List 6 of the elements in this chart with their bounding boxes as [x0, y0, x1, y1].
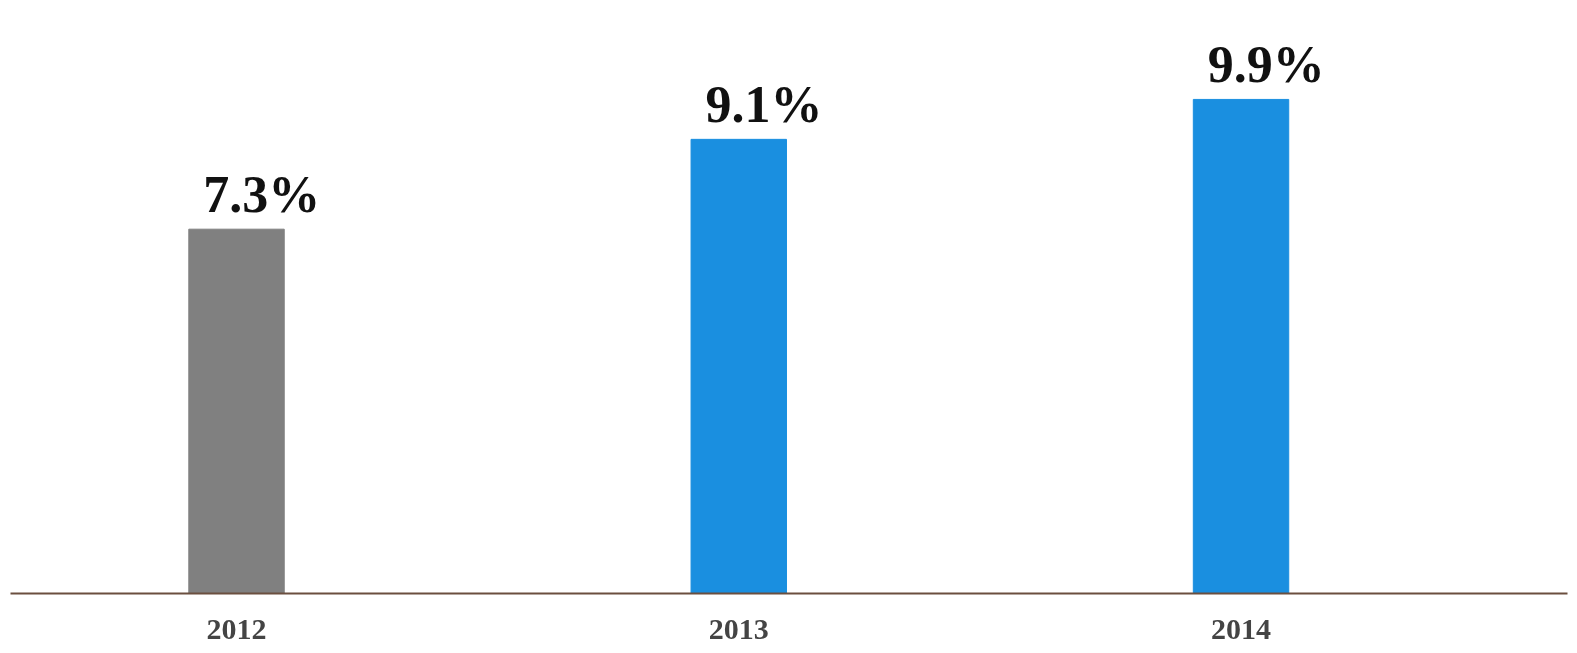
- x-tick-label: 2013: [708, 611, 769, 645]
- x-tick-label: 2014: [1211, 611, 1272, 645]
- x-tick-label: 2012: [206, 611, 267, 645]
- data-label: 9.1%: [705, 76, 823, 134]
- data-label: 9.9%: [1207, 36, 1325, 94]
- data-label: 7.3%: [203, 166, 321, 224]
